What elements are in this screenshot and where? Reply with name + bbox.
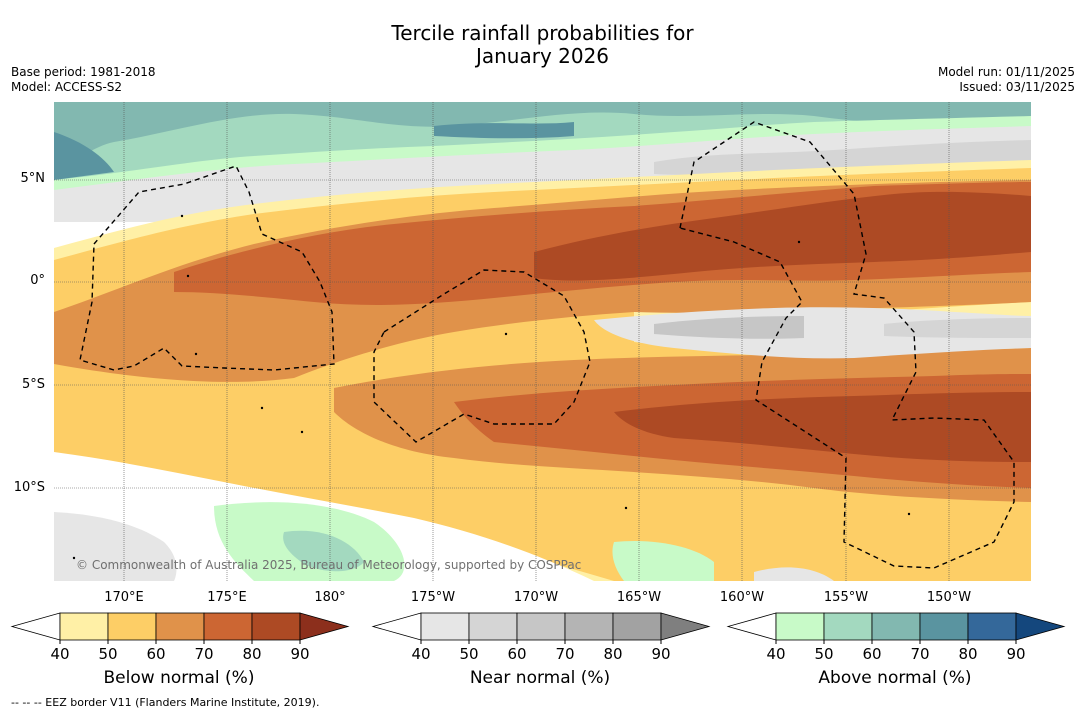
below-normal-90-core-north	[534, 191, 1031, 281]
colorbar-above-segment-50	[823, 612, 873, 641]
colorbar-below-segment-50	[107, 612, 157, 641]
colorbar-title-below: Below normal (%)	[103, 668, 255, 688]
above-normal-70-north	[54, 102, 1031, 172]
colorbar-above-label-50: 50	[814, 645, 833, 663]
island-3	[194, 352, 198, 356]
lon-label-170w: 170°W	[513, 590, 559, 605]
colorbar-title-near: Near normal (%)	[469, 668, 611, 688]
island-1	[180, 214, 184, 218]
above-normal-80-north	[54, 132, 114, 180]
colorbar-below-high-extension	[299, 612, 350, 641]
meta-left: Base period: 1981-2018 Model: ACCESS-S2	[11, 65, 156, 95]
above-normal-60-south	[283, 530, 364, 572]
island-6	[504, 332, 508, 336]
eez-border-kiribati-west	[79, 165, 335, 371]
model-name: Model: ACCESS-S2	[11, 80, 123, 94]
colorbar-near-segment-60	[516, 612, 566, 641]
island-8	[797, 240, 801, 244]
colorbar-above-segment-80	[967, 612, 1017, 641]
island-7	[624, 506, 628, 510]
colorbar-near-label-90: 90	[651, 645, 670, 663]
lat-label-5n: 5°N	[20, 171, 46, 186]
colorbar-below-label-60: 60	[146, 645, 165, 663]
island-4	[260, 406, 264, 410]
island-9	[907, 512, 911, 516]
colorbar-near-label-70: 70	[555, 645, 574, 663]
colorbar-below-segment-60	[155, 612, 205, 641]
graticule	[54, 102, 1031, 581]
colorbar-below-label-90: 90	[290, 645, 309, 663]
colorbar-above-label-90: 90	[1006, 645, 1025, 663]
above-normal-50-south-east	[612, 540, 714, 581]
island-5	[300, 430, 304, 434]
near-normal-patch-south-east	[754, 567, 834, 581]
near-normal-65-patch	[654, 316, 804, 339]
colorbar-above-segment-40	[775, 612, 825, 641]
colorbar-near-high-extension	[660, 612, 711, 641]
meta-right: Model run: 01/11/2025 Issued: 03/11/2025	[938, 65, 1075, 95]
colorbar-below-segment-80	[251, 612, 301, 641]
base-period: Base period: 1981-2018	[11, 65, 156, 79]
colorbar-near: 40 50 60 70 80 90	[371, 612, 711, 663]
eez-footnote: -- -- -- EEZ border V11 (Flanders Marine…	[11, 696, 320, 709]
colorbar-below-label-80: 80	[242, 645, 261, 663]
colorbar-below-label-40: 40	[50, 645, 69, 663]
colorbar-above-label-60: 60	[862, 645, 881, 663]
model-run: Model run: 01/11/2025	[937, 65, 1075, 79]
issued-date: Issued: 03/11/2025	[959, 80, 1075, 94]
lon-label-170e: 170°E	[104, 590, 144, 605]
colorbar-above-label-70: 70	[910, 645, 929, 663]
lat-label-10s: 10°S	[13, 480, 45, 495]
lat-label-5s: 5°S	[21, 377, 45, 392]
colorbar-near-segment-80	[612, 612, 662, 641]
eez-borders	[79, 121, 1015, 569]
colorbar-above-segment-70	[919, 612, 969, 641]
lon-label-180: 180°	[314, 590, 346, 605]
colorbar-below-segment-40	[59, 612, 109, 641]
colorbar-below-low-extension	[10, 612, 61, 641]
copyright-notice: © Commonwealth of Australia 2025, Bureau…	[76, 558, 582, 572]
title-line-2: January 2026	[475, 44, 610, 68]
rainfall-probability-map	[54, 102, 1031, 581]
colorbar-below-segment-70	[203, 612, 253, 641]
island-markers	[72, 214, 911, 560]
eez-border-line-islands	[679, 121, 1015, 569]
island-2	[186, 274, 190, 278]
colorbar-near-label-60: 60	[507, 645, 526, 663]
island-10	[72, 556, 76, 560]
title-line-1: Tercile rainfall probabilities for	[391, 21, 694, 45]
near-normal-55-patch-east	[884, 318, 1031, 338]
lon-label-155w: 155°W	[823, 590, 869, 605]
lon-label-165w: 165°W	[616, 590, 662, 605]
colorbar-legend: 40 50 60 70 80 90 40 50 60 70 80 90 40 50 60 70 80 90	[10, 612, 1066, 663]
colorbar-above-low-extension	[726, 612, 777, 641]
colorbar-near-label-80: 80	[603, 645, 622, 663]
colorbar-near-segment-70	[564, 612, 614, 641]
colorbar-near-segment-40	[420, 612, 470, 641]
colorbar-near-label-50: 50	[459, 645, 478, 663]
colorbar-above-high-extension	[1015, 612, 1066, 641]
colorbar-above-label-80: 80	[958, 645, 977, 663]
near-normal-band-southwest	[54, 512, 177, 581]
below-normal-90-core-south	[614, 392, 1031, 462]
colorbar-above-segment-60	[871, 612, 921, 641]
colorbar-near-low-extension	[371, 612, 422, 641]
lon-label-175w: 175°W	[410, 590, 456, 605]
above-normal-80-patch	[434, 122, 574, 139]
colorbar-above: 40 50 60 70 80 90	[726, 612, 1066, 663]
lon-label-175e: 175°E	[207, 590, 247, 605]
map-title: Tercile rainfall probabilities for Janua…	[0, 22, 1085, 68]
lat-label-0: 0°	[30, 273, 45, 288]
colorbar-near-segment-50	[468, 612, 518, 641]
colorbar-title-above: Above normal (%)	[818, 668, 972, 688]
colorbar-below-label-70: 70	[194, 645, 213, 663]
lon-label-150w: 150°W	[926, 590, 972, 605]
colorbar-near-label-40: 40	[411, 645, 430, 663]
lon-label-160w: 160°W	[719, 590, 765, 605]
eez-border-phoenix	[373, 269, 591, 443]
colorbar-below-label-50: 50	[98, 645, 117, 663]
colorbar-above-label-40: 40	[766, 645, 785, 663]
colorbar-below: 40 50 60 70 80 90	[10, 612, 350, 663]
